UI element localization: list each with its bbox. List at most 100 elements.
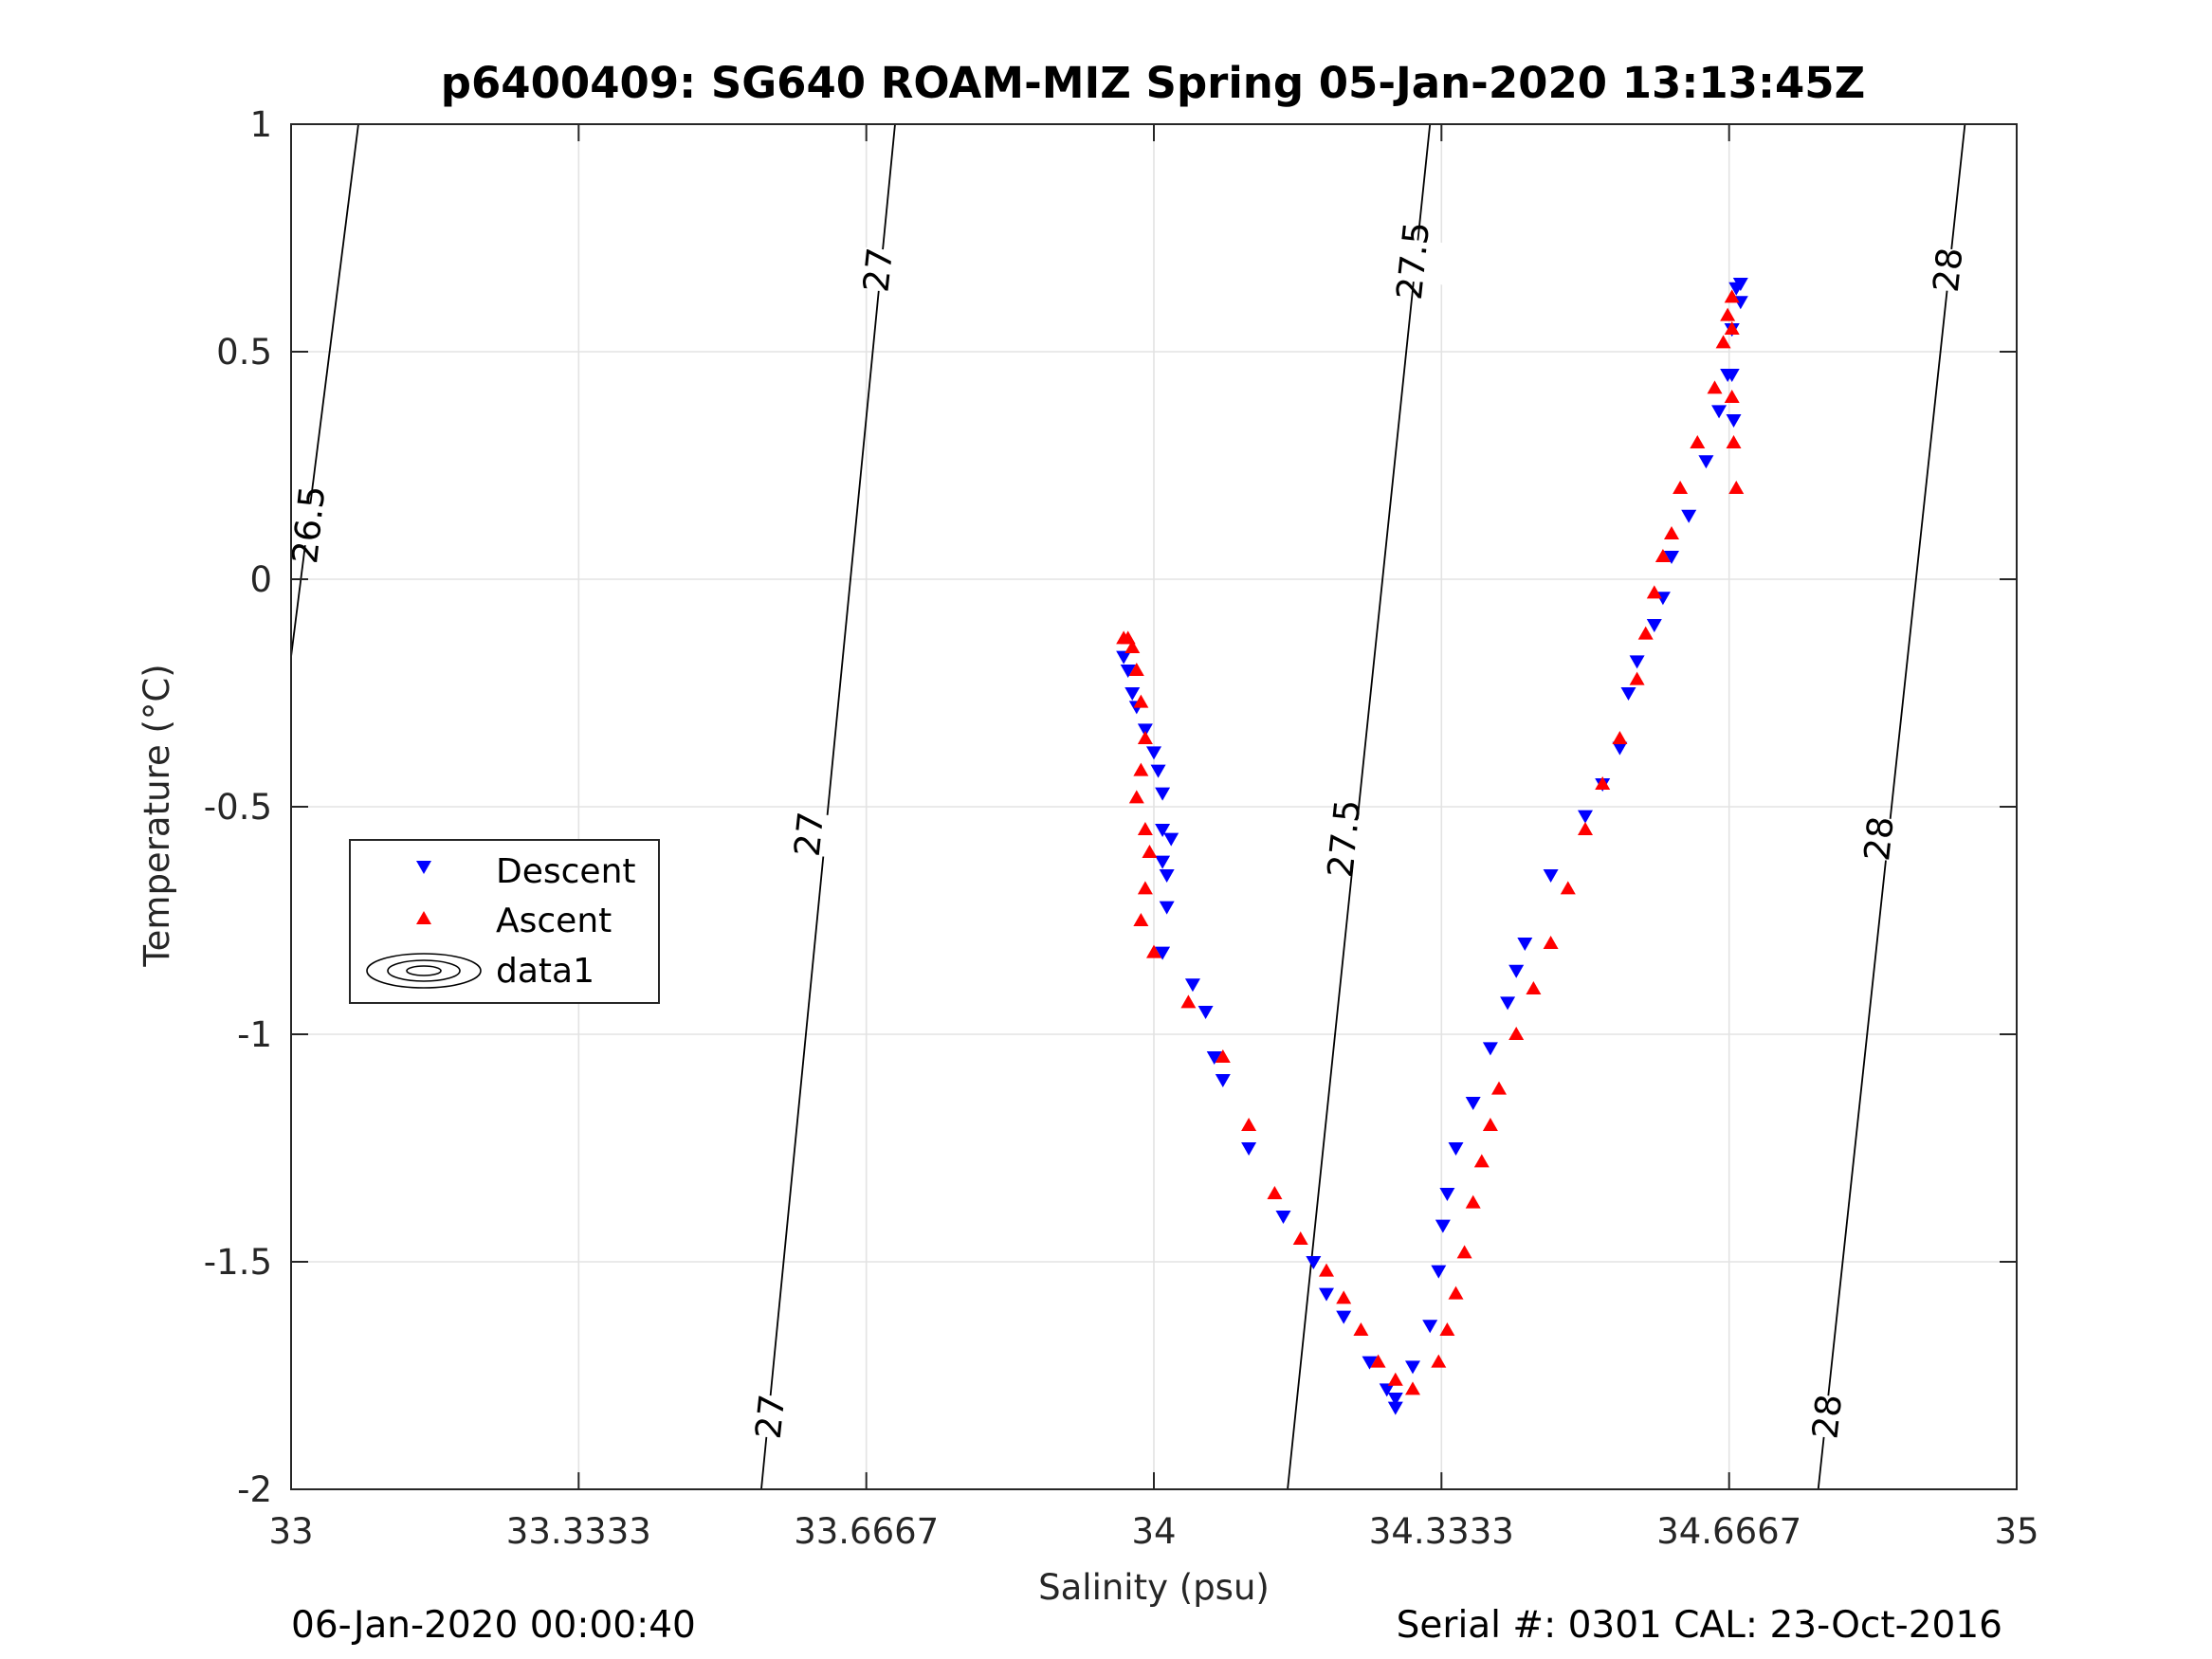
ascent-point — [1292, 1231, 1308, 1245]
x-tick-label: 34.3333 — [1369, 1511, 1514, 1552]
legend-box — [349, 839, 660, 1004]
ascent-point — [1439, 1322, 1455, 1336]
ascent-point — [1473, 1154, 1490, 1168]
descent-point — [1578, 810, 1593, 824]
ascent-point — [1133, 762, 1149, 776]
descent-point — [1726, 414, 1742, 428]
ascent-point — [1124, 640, 1141, 653]
y-tick-label: 0.5 — [216, 332, 272, 373]
descent-point — [1241, 1142, 1257, 1156]
isopycnal-contours: 26.5 27 27 27 27.5 27.5 28 28 28 — [247, 123, 1986, 1490]
y-tick-label: 1 — [249, 104, 272, 145]
series-descent — [1116, 278, 1748, 1415]
isopycnal-label: 28 — [1804, 1393, 1850, 1441]
y-axis: 1 0.5 0 -0.5 -1 -1.5 -2 — [204, 104, 2017, 1510]
ascent-point — [1431, 1354, 1447, 1368]
x-tick-label: 33 — [268, 1511, 313, 1552]
descent-point — [1155, 787, 1171, 801]
descent-point — [1482, 1042, 1498, 1056]
ascent-point — [1465, 1194, 1481, 1209]
ascent-point — [1133, 913, 1149, 926]
ascent-point — [1526, 981, 1542, 994]
descent-point — [1698, 455, 1714, 469]
descent-point — [1137, 723, 1153, 738]
x-tick-label: 34.6667 — [1656, 1511, 1801, 1552]
descent-point — [1448, 1142, 1464, 1156]
descent-point — [1612, 741, 1628, 756]
isopycnal-label: 27 — [787, 810, 832, 858]
ascent-point — [1724, 321, 1740, 335]
descent-point — [1431, 1265, 1447, 1279]
descent-point — [1146, 746, 1161, 760]
isopycnal-label-background — [1840, 813, 1917, 864]
ascent-point — [1133, 694, 1149, 708]
ascent-point — [1128, 663, 1144, 676]
footer-date: 06-Jan-2020 00:00:40 — [291, 1604, 696, 1647]
ascent-point — [1215, 1049, 1231, 1063]
ascent-point — [1595, 776, 1611, 790]
isopycnal-label: 26.5 — [284, 483, 333, 565]
descent-point — [1724, 369, 1740, 382]
descent-point — [1120, 665, 1136, 678]
x-tick-label: 33.3333 — [506, 1511, 651, 1552]
y-axis-label: Temperature (°C) — [137, 664, 177, 967]
descent-point — [1197, 1006, 1214, 1019]
isopycnal-label: 27.5 — [1320, 797, 1368, 879]
ascent-point — [1120, 630, 1136, 645]
isopycnal-label: 27.5 — [1389, 220, 1437, 301]
ascent-point — [1128, 790, 1144, 804]
isopycnal-line-27 — [760, 123, 896, 1490]
x-tick-label: 34 — [1131, 1511, 1176, 1552]
descent-point — [1465, 1097, 1481, 1110]
legend-data1-label: data1 — [496, 952, 594, 991]
descent-point — [1711, 405, 1728, 419]
descent-point — [1435, 1219, 1451, 1233]
descent-point — [1362, 1356, 1378, 1370]
isopycnal-label: 28 — [1926, 246, 1971, 294]
descent-point — [1439, 1188, 1455, 1201]
ascent-point — [1664, 526, 1679, 539]
descent-point — [1206, 1051, 1222, 1065]
ascent-point — [1707, 380, 1723, 394]
ascent-point — [1646, 585, 1662, 599]
x-axis: 33 33.3333 33.6667 34 34.3333 34.6667 35 — [268, 124, 2039, 1552]
isopycnal-label: 27 — [855, 246, 901, 294]
descent-point — [1155, 946, 1171, 960]
isopycnal-label-background — [1788, 1392, 1865, 1442]
ascent-point — [1241, 1118, 1257, 1131]
series-ascent — [1116, 289, 1745, 1395]
legend-contour-icon — [366, 953, 482, 989]
ascent-point — [1482, 1118, 1498, 1131]
ascent-point — [1405, 1381, 1420, 1395]
descent-point — [1116, 650, 1132, 665]
ascent-point — [1543, 936, 1559, 949]
x-tick-label: 33.6667 — [794, 1511, 939, 1552]
ascent-point — [1654, 549, 1671, 562]
descent-point — [1543, 869, 1559, 883]
ascent-point — [1319, 1263, 1334, 1277]
descent-point — [1150, 764, 1166, 778]
ascent-point — [1690, 435, 1706, 448]
descent-point — [1728, 282, 1745, 296]
isopycnal-label-background — [1283, 811, 1405, 866]
descent-point — [1124, 687, 1141, 701]
descent-point — [1500, 996, 1516, 1011]
ascent-point — [1715, 335, 1731, 349]
descent-point — [1163, 832, 1179, 847]
y-tick-label: -1.5 — [204, 1242, 272, 1283]
descent-point — [1159, 869, 1175, 883]
isopycnal-label: 28 — [1856, 814, 1902, 863]
isopycnal-line-28 — [1817, 123, 1966, 1490]
isopycnal-label-background — [247, 498, 370, 552]
ascent-point — [1726, 435, 1742, 448]
descent-point — [1306, 1256, 1322, 1269]
isopycnal-label: 27 — [748, 1393, 794, 1441]
descent-point — [1629, 655, 1645, 669]
ascent-point — [1370, 1354, 1386, 1368]
ascent-point — [1637, 626, 1654, 640]
ascent-point — [1612, 731, 1628, 744]
descent-point — [1184, 978, 1200, 993]
ascent-point — [1491, 1081, 1507, 1095]
descent-point — [1620, 687, 1636, 701]
chart-title: p6400409: SG640 ROAM-MIZ Spring 05-Jan-2… — [441, 58, 1865, 108]
